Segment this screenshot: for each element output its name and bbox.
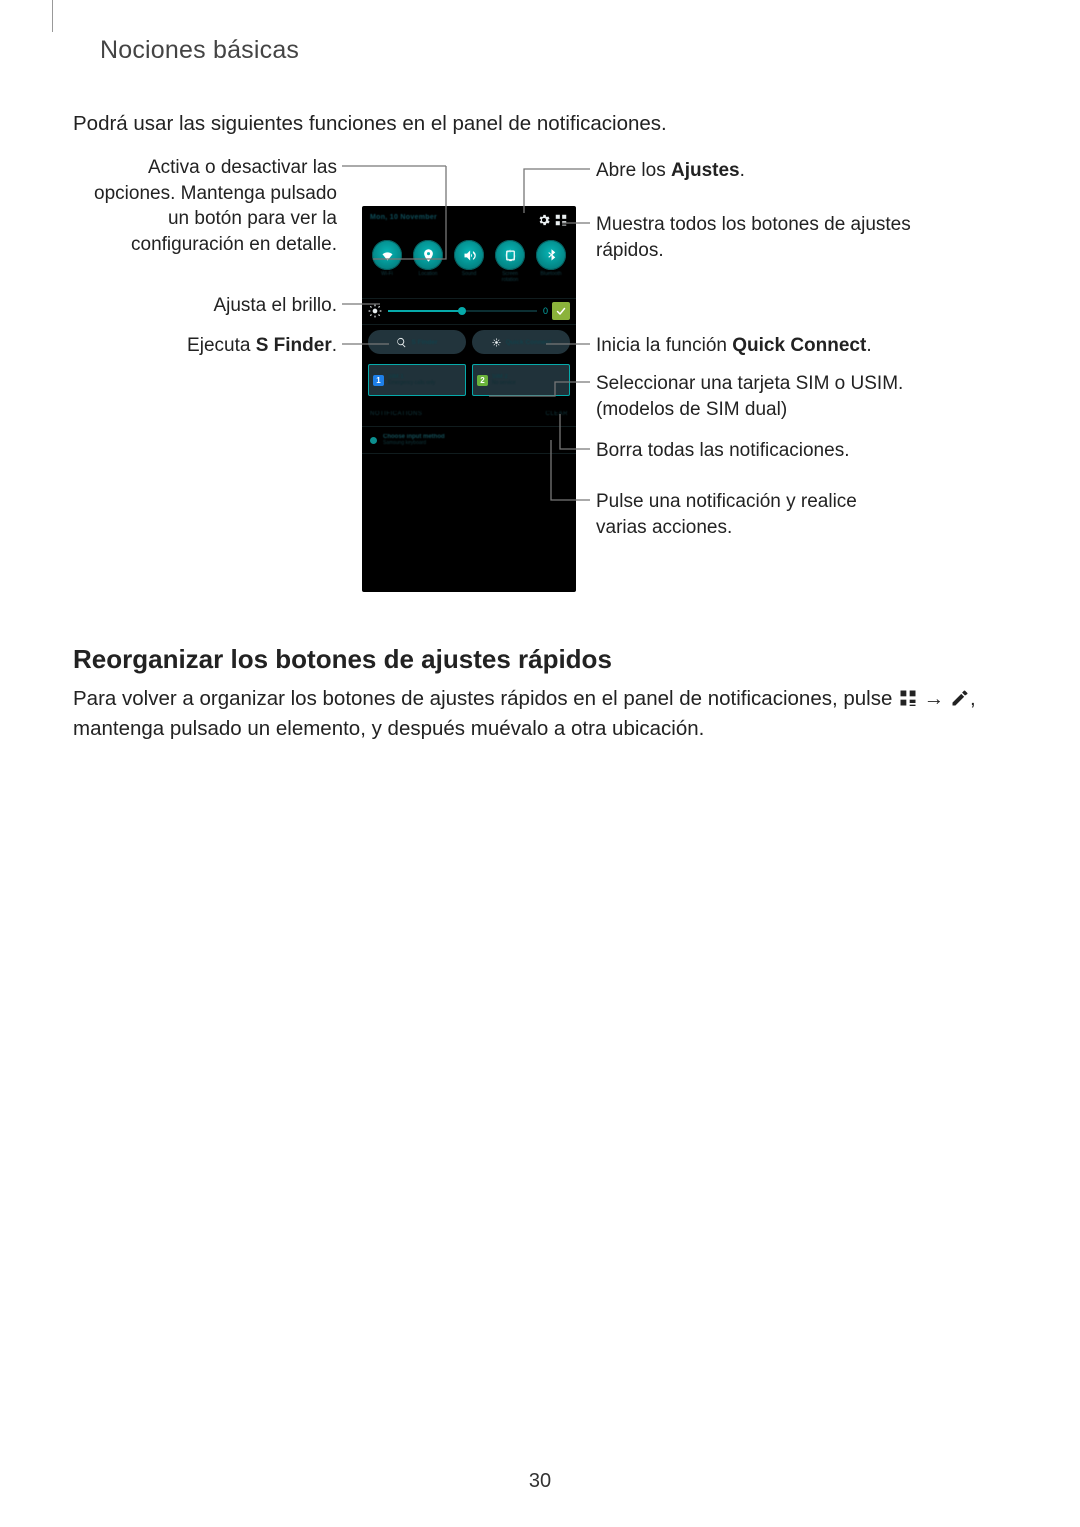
quickconnect-icon <box>491 337 502 348</box>
quickconnect-label: Quick Connect <box>506 339 552 346</box>
location-icon <box>413 240 443 270</box>
divider <box>362 298 576 299</box>
notification-item[interactable]: Choose input method Samsung keyboard <box>362 426 576 454</box>
auto-brightness-toggle[interactable] <box>552 302 570 320</box>
callout-sfinder-suffix: . <box>332 335 337 356</box>
callout-sim-line2: (modelos de SIM dual) <box>596 399 787 420</box>
brightness-icon <box>368 304 382 318</box>
sim1-sub: Emergency calls only <box>388 380 435 386</box>
qs-sound[interactable]: Sound <box>453 240 485 278</box>
qs-rotate[interactable]: Screen rotation <box>494 240 526 283</box>
clear-button-label[interactable]: CLEAR <box>545 411 568 417</box>
sim2-sub: No service <box>492 380 516 386</box>
brightness-slider-row[interactable]: 0 <box>362 300 576 322</box>
brightness-thumb[interactable] <box>458 307 466 315</box>
sim-row: 1 SIM 1 Emergency calls only 2 SIM 2 No … <box>368 364 570 396</box>
section-header: Nociones básicas <box>100 36 299 65</box>
qs-wifi[interactable]: Wi-Fi <box>371 240 403 278</box>
qs-label: Location <box>412 272 444 278</box>
qs-label: Wi-Fi <box>371 272 403 278</box>
divider <box>362 324 576 325</box>
callout-settings-prefix: Abre los <box>596 160 671 181</box>
sim-card-2[interactable]: 2 SIM 2 No service <box>472 364 570 396</box>
qs-label: Sound <box>453 272 485 278</box>
sim-badge-1: 1 <box>373 375 384 386</box>
callout-sim-line1: Seleccionar una tarjeta SIM o USIM. <box>596 373 903 394</box>
callout-sfinder-bold: S Finder <box>256 335 332 356</box>
header-rule <box>52 0 53 32</box>
page: Nociones básicas Podrá usar las siguient… <box>0 0 1080 1527</box>
notification-text: Choose input method Samsung keyboard <box>383 434 445 446</box>
brightness-fill <box>388 310 462 312</box>
qs-label: Bluetooth <box>535 272 567 278</box>
grid-toggle-icon[interactable] <box>554 213 568 227</box>
callout-notif-line1: Pulse una notificación y realice <box>596 491 857 512</box>
intro-text: Podrá usar las siguientes funciones en e… <box>73 112 667 136</box>
pencil-icon <box>950 687 970 707</box>
settings-gear-icon[interactable] <box>537 213 551 227</box>
section2-body: Para volver a organizar los botones de a… <box>73 684 1010 743</box>
callout-sfinder: Ejecuta S Finder. <box>73 333 337 359</box>
callout-showall: Muestra todos los botones de ajustes ráp… <box>596 212 976 263</box>
sim-text-1: SIM 1 Emergency calls only <box>388 374 435 386</box>
callout-toggle: Activa o desactivar las opciones. Manten… <box>73 155 337 258</box>
wifi-icon <box>372 240 402 270</box>
bluetooth-icon <box>536 240 566 270</box>
brightness-value: 0 <box>543 306 548 316</box>
callout-quickconnect: Inicia la función Quick Connect. <box>596 333 976 359</box>
device-statusbar <box>362 212 570 228</box>
callout-clear: Borra todas las notificaciones. <box>596 438 976 464</box>
callout-sim: Seleccionar una tarjeta SIM o USIM. (mod… <box>596 371 976 422</box>
search-icon <box>396 337 407 348</box>
notifications-header: NOTIFICATIONS CLEAR <box>362 406 576 422</box>
section2-body-a: Para volver a organizar los botones de a… <box>73 687 898 710</box>
callout-qc-prefix: Inicia la función <box>596 335 732 356</box>
section2-arrow: → <box>918 687 950 710</box>
sfinder-label: S Finder <box>411 339 437 346</box>
brightness-track[interactable] <box>388 310 537 312</box>
sim-text-2: SIM 2 No service <box>492 374 516 386</box>
callout-notif: Pulse una notificación y realice varias … <box>596 489 976 540</box>
sfinder-quickconnect-row: S Finder Quick Connect <box>368 330 570 354</box>
qs-label: Screen rotation <box>494 272 526 283</box>
sim-card-1[interactable]: 1 SIM 1 Emergency calls only <box>368 364 466 396</box>
callout-qc-suffix: . <box>866 335 871 356</box>
sfinder-button[interactable]: S Finder <box>368 330 466 354</box>
quickconnect-button[interactable]: Quick Connect <box>472 330 570 354</box>
section2-heading: Reorganizar los botones de ajustes rápid… <box>73 644 612 675</box>
callout-notif-line2: varias acciones. <box>596 517 732 538</box>
notification-dot-icon <box>370 437 377 444</box>
page-number: 30 <box>0 1470 1080 1493</box>
callout-brightness: Ajusta el brillo. <box>73 293 337 319</box>
notification-sub: Samsung keyboard <box>383 440 445 446</box>
callout-qc-bold: Quick Connect <box>732 335 866 356</box>
callout-settings-suffix: . <box>740 160 745 181</box>
callout-settings: Abre los Ajustes. <box>596 158 976 184</box>
qs-bluetooth[interactable]: Bluetooth <box>535 240 567 278</box>
qs-location[interactable]: Location <box>412 240 444 278</box>
grid-icon <box>898 687 918 707</box>
rotate-icon <box>495 240 525 270</box>
sim-badge-2: 2 <box>477 375 488 386</box>
callout-sfinder-prefix: Ejecuta <box>187 335 256 356</box>
device-screenshot: Mon, 10 November Wi-Fi Location Sound <box>362 206 576 592</box>
sound-icon <box>454 240 484 270</box>
callout-settings-bold: Ajustes <box>671 160 740 181</box>
quick-settings-row: Wi-Fi Location Sound Screen rotation Blu… <box>362 240 576 296</box>
notifications-label: NOTIFICATIONS <box>370 411 422 417</box>
